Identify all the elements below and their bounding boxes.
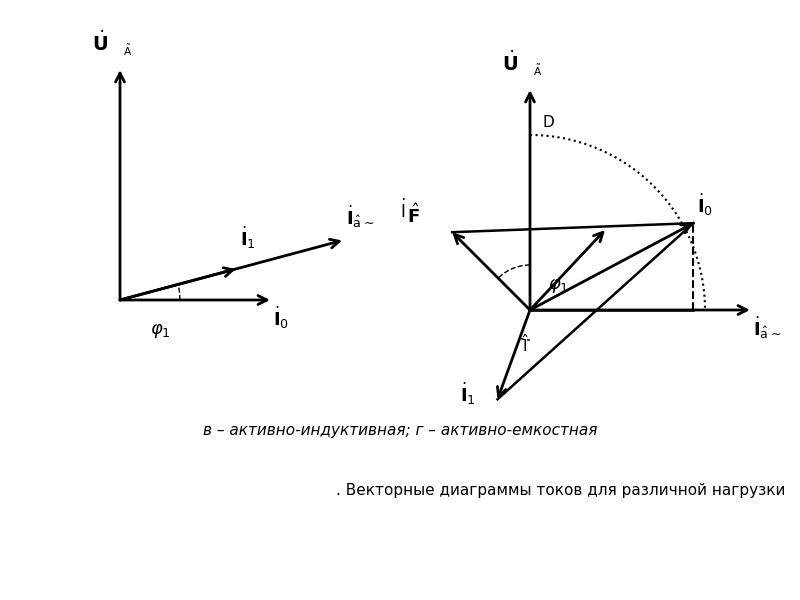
Text: $_{\mathsf{\~{A}}}$: $_{\mathsf{\~{A}}}$ (123, 42, 132, 58)
Text: $\dot{\mathbf{I}}_{\mathsf{1}}$: $\dot{\mathbf{I}}_{\mathsf{1}}$ (240, 224, 256, 251)
Text: $\dot{\mathbf{I}}_{\mathsf{0}}$: $\dot{\mathbf{I}}_{\mathsf{0}}$ (698, 192, 714, 218)
Text: $\varphi_{\mathsf{1}}$: $\varphi_{\mathsf{1}}$ (150, 322, 170, 340)
Text: $\mathrm{D}$: $\mathrm{D}$ (542, 114, 555, 130)
Text: $\hat{\mathrm{I}}$: $\hat{\mathrm{I}}$ (522, 333, 529, 355)
Text: $\dot{\mathbf{U}}$: $\dot{\mathbf{U}}$ (92, 31, 108, 55)
Text: $\dot{\mathbf{I}}_{\mathsf{\hat{a}\sim}}$: $\dot{\mathbf{I}}_{\mathsf{\hat{a}\sim}}… (753, 315, 782, 341)
Text: в – активно-индуктивная; г – активно-емкостная: в – активно-индуктивная; г – активно-емк… (203, 422, 597, 437)
Text: $\dot{\mathbf{I}}_{\mathsf{1}}$: $\dot{\mathbf{I}}_{\mathsf{1}}$ (459, 381, 475, 407)
Text: $\dot{\mathbf{I}}_{\mathsf{0}}$: $\dot{\mathbf{I}}_{\mathsf{0}}$ (273, 305, 289, 331)
Text: $\dot{\mathbf{I}}_{\mathsf{\hat{a}\sim}}$: $\dot{\mathbf{I}}_{\mathsf{\hat{a}\sim}}… (346, 204, 374, 230)
Text: $\varphi_{\mathsf{1}}$: $\varphi_{\mathsf{1}}$ (548, 277, 569, 295)
Text: $_{\mathsf{\~{A}}}$: $_{\mathsf{\~{A}}}$ (533, 62, 542, 78)
Text: $\dot{\mathbf{U}}$: $\dot{\mathbf{U}}$ (502, 50, 518, 75)
Text: $\hat{\mathbf{F}}$: $\hat{\mathbf{F}}$ (407, 203, 420, 227)
Text: $\dot{\mathrm{I}}$: $\dot{\mathrm{I}}$ (400, 199, 406, 222)
Text: . Векторные диаграммы токов для различной нагрузки: . Векторные диаграммы токов для различно… (336, 482, 786, 497)
